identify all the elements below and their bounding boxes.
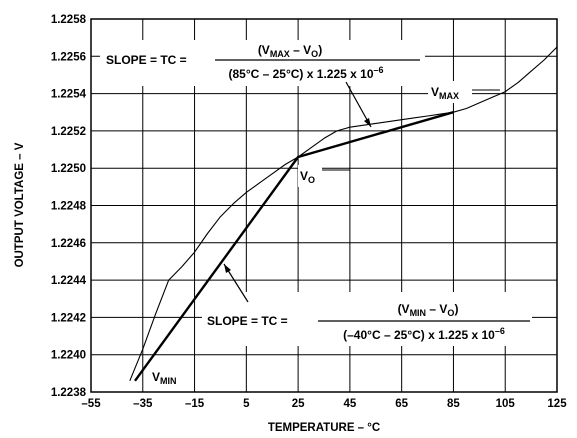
y-tick-label: 1.2246 bbox=[51, 238, 86, 250]
vmin-sub: MIN bbox=[160, 376, 177, 386]
min-formula-box bbox=[202, 292, 532, 346]
max-formula-box bbox=[100, 40, 425, 86]
min-den-main: (–40°C – 25°C) x 1.225 x 10 bbox=[343, 328, 495, 342]
min-den-exp: –6 bbox=[495, 326, 505, 336]
y-tick-label: 1.2240 bbox=[51, 350, 86, 362]
vo-label-box bbox=[298, 165, 322, 187]
x-tick-label: 25 bbox=[292, 398, 305, 410]
min-formula-lhs: SLOPE = TC = bbox=[207, 314, 288, 328]
vmax-label-box bbox=[428, 81, 472, 103]
x-tick-label: 85 bbox=[447, 398, 460, 410]
y-tick-label: 1.2256 bbox=[51, 51, 86, 63]
min-formula: SLOPE = TC = (VMIN – VO) (–40°C – 25°C) … bbox=[207, 302, 530, 342]
x-axis-label: TEMPERATURE – °C bbox=[268, 422, 380, 434]
y-tick-label: 1.2250 bbox=[51, 163, 86, 175]
y-tick-label: 1.2252 bbox=[51, 126, 86, 138]
vmax-main: V bbox=[431, 85, 439, 99]
tick-labels: –55 –35 –15 5 25 45 65 85 105 125 1.2238 1.2240 1.22… bbox=[51, 14, 567, 410]
max-num-sub1: MAX bbox=[270, 49, 290, 59]
max-num-close: ) bbox=[318, 43, 322, 57]
x-tick-label: 125 bbox=[547, 398, 567, 410]
x-tick-label: 65 bbox=[395, 398, 408, 410]
vo-main: V bbox=[300, 169, 308, 183]
max-den-main: (85°C – 25°C) x 1.225 x 10 bbox=[228, 67, 373, 81]
min-formula-numerator: (VMIN – VO) bbox=[398, 302, 459, 318]
max-formula-denominator: (85°C – 25°C) x 1.225 x 10–6 bbox=[228, 65, 383, 81]
x-tick-label: –35 bbox=[133, 398, 153, 410]
vo-label: VO bbox=[300, 169, 315, 185]
tc-slope-line bbox=[134, 111, 454, 382]
min-num-sub1: MIN bbox=[410, 308, 427, 318]
y-tick-label: 1.2258 bbox=[51, 14, 87, 26]
max-den-exp: –6 bbox=[374, 65, 384, 75]
x-tick-label: –55 bbox=[81, 398, 101, 410]
max-formula: SLOPE = TC = (VMAX – VO) (85°C – 25°C) x… bbox=[106, 43, 420, 81]
min-num-close: ) bbox=[454, 302, 458, 316]
vmax-label: VMAX bbox=[431, 85, 459, 101]
y-tick-label: 1.2248 bbox=[51, 201, 87, 213]
max-formula-numerator: (VMAX – VO) bbox=[258, 43, 322, 59]
vmin-main: V bbox=[152, 370, 160, 384]
vmin-label-box bbox=[149, 366, 193, 388]
max-num-sub2: O bbox=[311, 49, 318, 59]
x-tick-label: 5 bbox=[243, 398, 250, 410]
max-num-mid: – V bbox=[290, 43, 311, 57]
series-group bbox=[129, 46, 558, 382]
min-arrow-head bbox=[224, 264, 231, 273]
x-tick-label: –15 bbox=[185, 398, 205, 410]
vo-sub: O bbox=[308, 175, 315, 185]
y-tick-label: 1.2242 bbox=[51, 312, 86, 324]
min-num-mid: – V bbox=[426, 302, 447, 316]
max-num-open: (V bbox=[258, 43, 270, 57]
min-formula-denominator: (–40°C – 25°C) x 1.225 x 10–6 bbox=[343, 326, 505, 342]
max-formula-lhs: SLOPE = TC = bbox=[106, 53, 187, 67]
min-num-open: (V bbox=[398, 302, 410, 316]
max-arrow-head bbox=[364, 118, 371, 127]
y-tick-label: 1.2254 bbox=[51, 89, 87, 101]
y-tick-label: 1.2244 bbox=[51, 275, 87, 287]
x-tick-label: 105 bbox=[496, 398, 516, 410]
y-tick-label: 1.2238 bbox=[51, 387, 87, 399]
x-tick-label: 45 bbox=[343, 398, 356, 410]
min-num-sub2: O bbox=[447, 308, 454, 318]
vmin-label: VMIN bbox=[152, 370, 177, 386]
y-axis-label: OUTPUT VOLTAGE – V bbox=[14, 142, 26, 267]
output-voltage-curve bbox=[129, 46, 558, 382]
vmax-sub: MAX bbox=[439, 91, 459, 101]
